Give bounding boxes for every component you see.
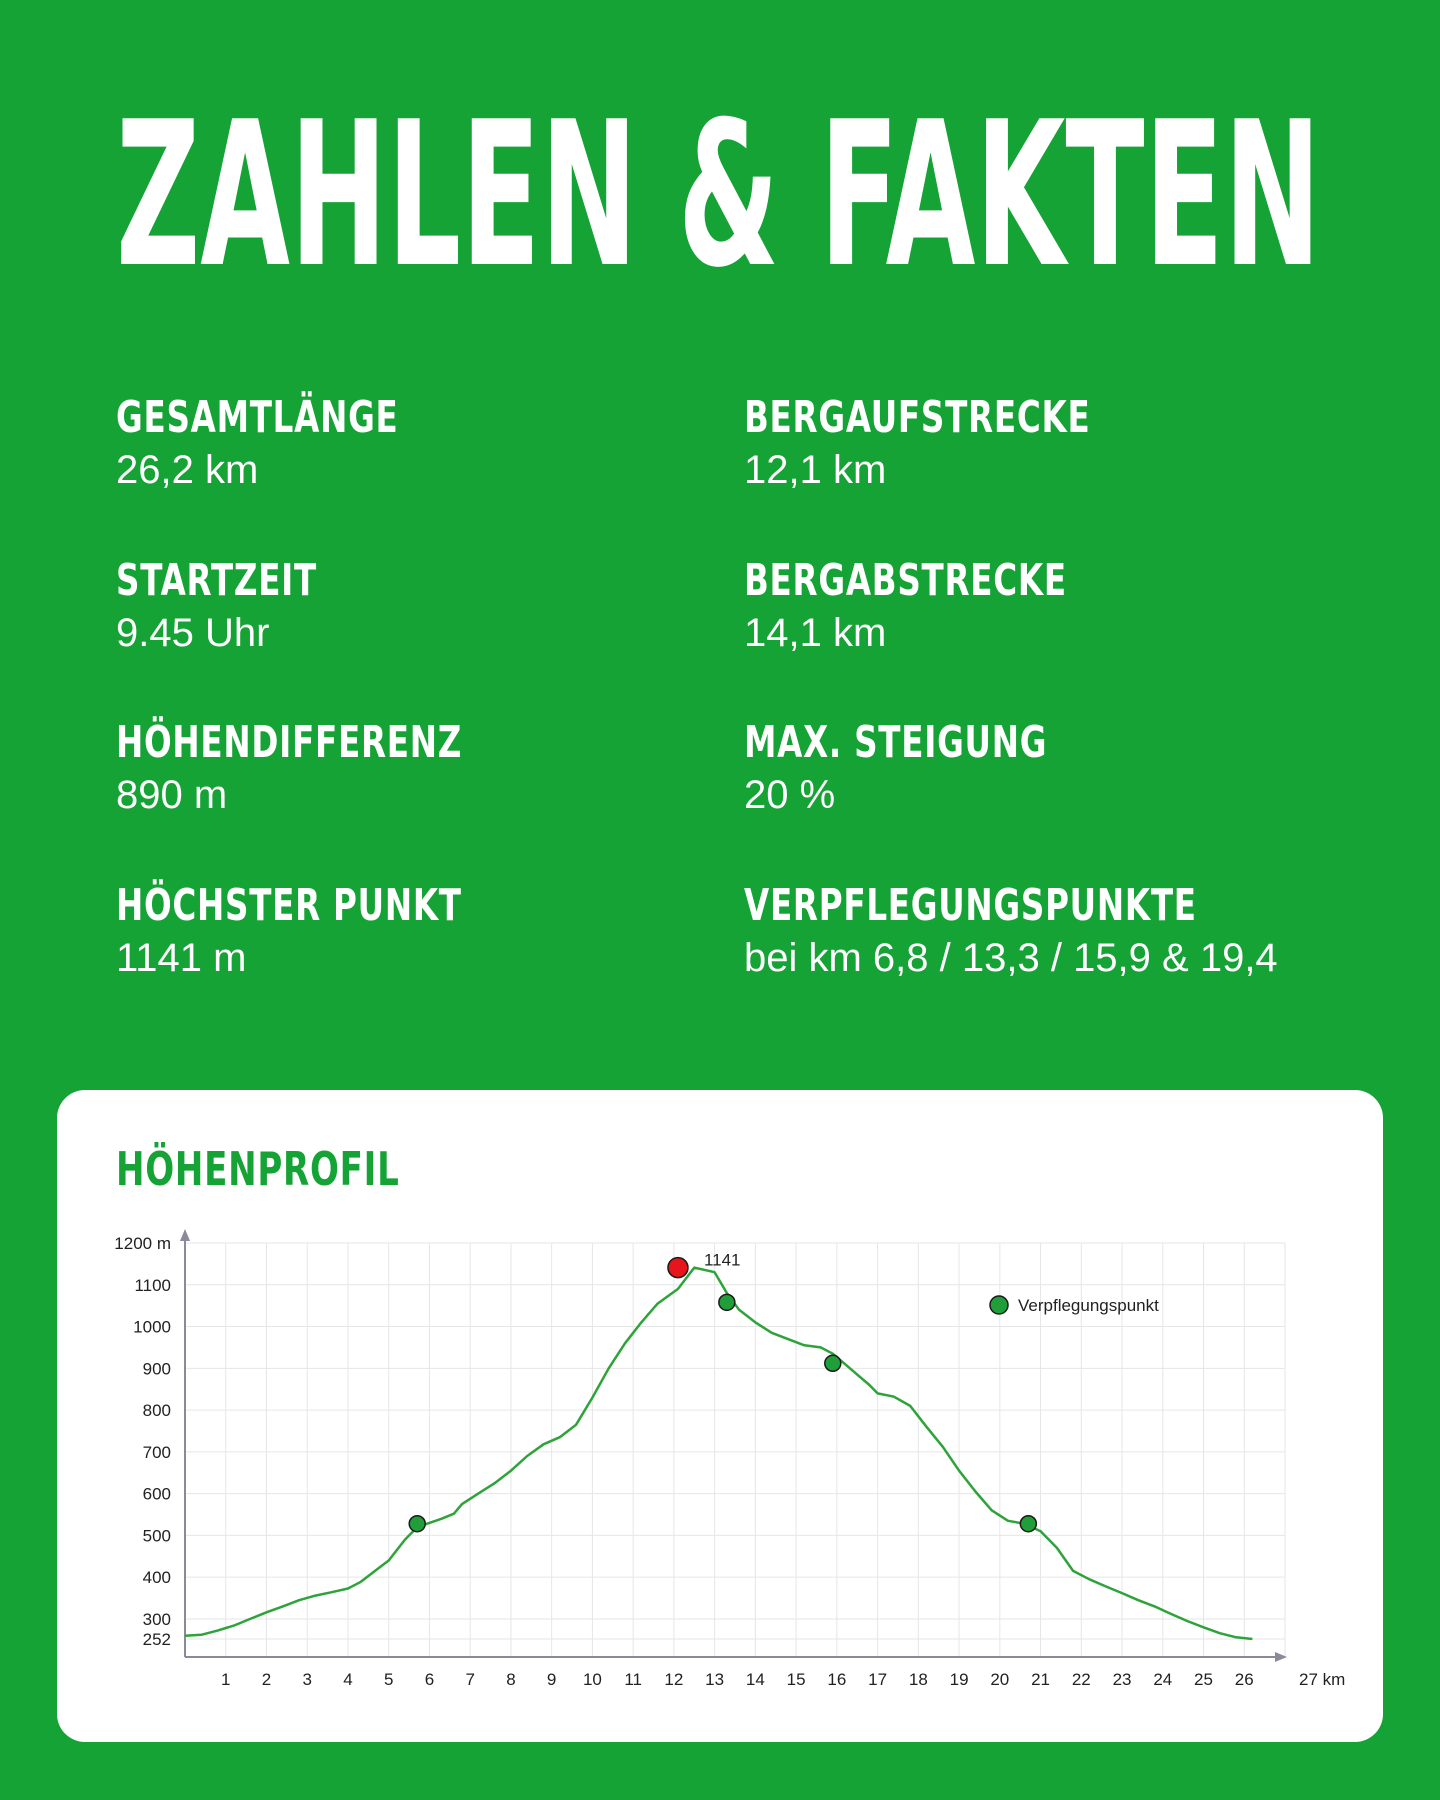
x-tick-label: 3: [302, 1670, 311, 1689]
x-tick-label: 13: [705, 1670, 724, 1689]
legend-marker: [989, 1295, 1009, 1315]
peak-marker: [667, 1256, 689, 1279]
x-tick-label: 23: [1113, 1670, 1132, 1689]
fact-label: HÖCHSTER PUNKT: [116, 880, 462, 931]
verpflegungspunkt-marker: [718, 1293, 736, 1312]
y-tick-label: 700: [143, 1443, 171, 1462]
y-tick-label: 600: [143, 1485, 171, 1504]
fact-label: STARTZEIT: [116, 555, 317, 606]
fact-value: 14,1 km: [744, 611, 887, 655]
x-tick-label: 26: [1235, 1670, 1254, 1689]
y-tick-label: 300: [143, 1610, 171, 1629]
x-tick-label: 14: [746, 1670, 765, 1689]
fact-value: 20 %: [744, 773, 836, 817]
y-tick-label: 500: [143, 1526, 171, 1545]
legend-label: Verpflegungspunkt: [1018, 1296, 1159, 1315]
elevation-line-group: [184, 1266, 1253, 1641]
x-tick-label: 24: [1153, 1670, 1172, 1689]
fact-value: 12,1 km: [744, 448, 887, 492]
fact-label: HÖHENDIFFERENZ: [116, 717, 463, 768]
chart-axes: [180, 1229, 1287, 1662]
x-axis-arrow: [1275, 1652, 1287, 1662]
x-tick-label-last: 27 km: [1299, 1670, 1345, 1689]
fact-hoechster-punkt: HÖCHSTER PUNKT 1141 m: [116, 880, 736, 982]
fact-gesamtlaenge: GESAMTLÄNGE 26,2 km: [116, 392, 736, 494]
x-tick-label: 21: [1031, 1670, 1050, 1689]
fact-bergaufstrecke: BERGAUFSTRECKE 12,1 km: [744, 392, 1364, 494]
fact-hoehendifferenz: HÖHENDIFFERENZ 890 m: [116, 717, 736, 819]
fact-value: 890 m: [116, 773, 228, 817]
fact-startzeit: STARTZEIT 9.45 Uhr: [116, 555, 736, 657]
x-tick-label: 17: [868, 1670, 887, 1689]
fact-value: 1141 m: [116, 936, 247, 980]
x-tick-label: 15: [787, 1670, 806, 1689]
fact-max-steigung: MAX. STEIGUNG 20 %: [744, 717, 1364, 819]
fact-value: 26,2 km: [116, 448, 259, 492]
x-tick-labels: 1 2 3 4 5 6 7 8 9 10 11 12 13 14 15 16 17 18 19 20 21 22 23 24 2…: [221, 1670, 1345, 1689]
x-tick-label: 9: [547, 1670, 556, 1689]
verpflegungspunkt-marker: [1019, 1514, 1038, 1533]
page-title: ZAHLEN & FAKTEN: [116, 92, 1336, 282]
y-tick-label: 1100: [134, 1276, 171, 1295]
x-tick-label: 22: [1072, 1670, 1091, 1689]
fact-bergabstrecke: BERGABSTRECKE 14,1 km: [744, 555, 1364, 657]
y-tick-label: 1000: [133, 1318, 171, 1337]
x-tick-label: 18: [909, 1670, 928, 1689]
chart-legend: Verpflegungspunkt: [989, 1295, 1159, 1315]
elevation-line: [184, 1266, 1253, 1641]
fact-value: bei km 6,8 / 13,3 / 15,9 & 19,4: [744, 936, 1278, 980]
chart-title: HÖHENPROFIL: [116, 1142, 400, 1196]
fact-label: GESAMTLÄNGE: [116, 392, 399, 443]
fact-label: BERGABSTRECKE: [744, 555, 1067, 606]
x-tick-label: 2: [262, 1670, 271, 1689]
fact-label: BERGAUFSTRECKE: [744, 392, 1091, 443]
fact-label: MAX. STEIGUNG: [744, 717, 1048, 768]
x-tick-label: 7: [465, 1670, 474, 1689]
x-tick-label: 20: [990, 1670, 1009, 1689]
page-title-text: ZAHLEN & FAKTEN: [116, 92, 1321, 282]
y-tick-label: 1200 m: [114, 1234, 171, 1253]
x-tick-label: 10: [583, 1670, 602, 1689]
elevation-profile-panel: HÖHENPROFIL 252 300 400 500 600 700 800 900 1000…: [57, 1090, 1383, 1742]
x-tick-label: 16: [827, 1670, 846, 1689]
y-tick-label: 900: [143, 1359, 171, 1378]
x-tick-label: 25: [1194, 1670, 1213, 1689]
x-tick-label: 11: [624, 1670, 642, 1689]
x-tick-label: 4: [343, 1670, 352, 1689]
chart-points: 1141: [408, 1251, 1038, 1533]
x-tick-label: 1: [221, 1670, 230, 1689]
y-tick-label: 800: [143, 1401, 171, 1420]
x-tick-label: 5: [384, 1670, 393, 1689]
peak-label: 1141: [704, 1251, 741, 1270]
y-tick-label: 400: [143, 1568, 171, 1587]
fact-value: 9.45 Uhr: [116, 611, 270, 655]
fact-label: VERPFLEGUNGSPUNKTE: [744, 880, 1197, 931]
x-tick-label: 12: [664, 1670, 683, 1689]
verpflegungspunkt-marker: [824, 1354, 842, 1373]
y-axis-arrow: [180, 1229, 190, 1241]
y-tick-label: 252: [143, 1630, 171, 1649]
x-tick-label: 6: [425, 1670, 434, 1689]
x-tick-label: 19: [950, 1670, 969, 1689]
x-tick-label: 8: [506, 1670, 515, 1689]
fact-verpflegungspunkte: VERPFLEGUNGSPUNKTE bei km 6,8 / 13,3 / 1…: [744, 880, 1364, 982]
verpflegungspunkt-marker: [408, 1514, 426, 1533]
